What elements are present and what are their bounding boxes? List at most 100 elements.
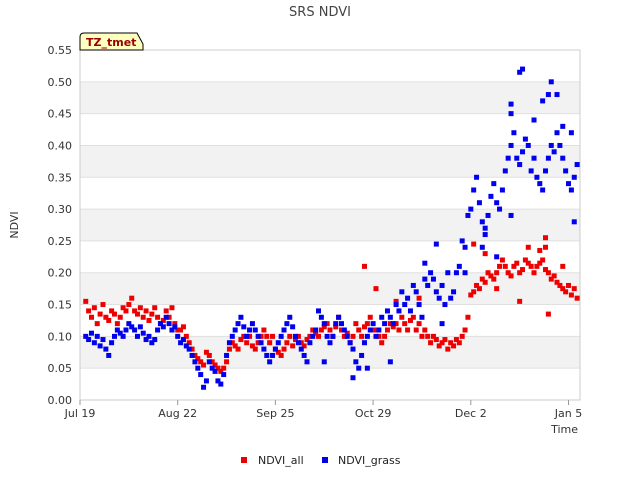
point-ndvi-all xyxy=(384,327,390,333)
point-ndvi-all xyxy=(255,340,261,346)
y-tick-label: 0.00 xyxy=(48,394,73,407)
y-tick-label: 0.30 xyxy=(48,203,73,216)
point-ndvi-grass xyxy=(140,330,146,336)
point-ndvi-all xyxy=(316,333,322,339)
point-ndvi-grass xyxy=(255,333,261,339)
point-ndvi-all xyxy=(134,311,140,317)
point-ndvi-all xyxy=(261,327,267,333)
point-ndvi-all xyxy=(376,333,382,339)
point-ndvi-grass xyxy=(407,308,413,314)
point-ndvi-all xyxy=(393,298,399,304)
point-ndvi-grass xyxy=(402,302,408,308)
point-ndvi-all xyxy=(494,286,500,292)
legend-swatch-ndvi-grass xyxy=(322,457,328,463)
point-ndvi-grass xyxy=(430,276,436,282)
point-ndvi-all xyxy=(100,302,106,308)
point-ndvi-all xyxy=(267,340,273,346)
point-ndvi-all xyxy=(132,308,138,314)
point-ndvi-grass xyxy=(157,321,163,327)
point-ndvi-grass xyxy=(557,142,563,148)
point-ndvi-grass xyxy=(155,327,161,333)
point-ndvi-grass xyxy=(568,130,574,136)
point-ndvi-all xyxy=(103,314,109,320)
point-ndvi-grass xyxy=(373,333,379,339)
point-ndvi-grass xyxy=(540,98,546,104)
point-ndvi-grass xyxy=(267,359,273,365)
legend: NDVI_all NDVI_grass xyxy=(241,454,401,467)
point-ndvi-grass xyxy=(301,352,307,358)
point-ndvi-all xyxy=(560,286,566,292)
point-ndvi-grass xyxy=(545,155,551,161)
station-badge: TZ_tmet xyxy=(79,32,144,51)
point-ndvi-grass xyxy=(203,378,209,384)
point-ndvi-all xyxy=(410,314,416,320)
point-ndvi-all xyxy=(451,343,457,349)
point-ndvi-all xyxy=(563,289,569,295)
point-ndvi-all xyxy=(258,333,264,339)
point-ndvi-all xyxy=(525,260,531,266)
point-ndvi-grass xyxy=(212,368,218,374)
point-ndvi-all xyxy=(212,362,218,368)
point-ndvi-grass xyxy=(390,321,396,327)
point-ndvi-grass xyxy=(517,69,523,75)
point-ndvi-all xyxy=(537,247,543,253)
point-ndvi-grass xyxy=(336,314,342,320)
point-ndvi-all xyxy=(247,333,253,339)
point-ndvi-all xyxy=(83,298,89,304)
point-ndvi-all xyxy=(180,324,186,330)
point-ndvi-all xyxy=(537,260,543,266)
point-ndvi-all xyxy=(94,321,100,327)
point-ndvi-grass xyxy=(149,340,155,346)
point-ndvi-all xyxy=(416,295,422,301)
point-ndvi-grass xyxy=(356,365,362,371)
legend-swatch-ndvi-all xyxy=(241,457,247,463)
chart-title: SRS NDVI xyxy=(289,5,351,20)
point-ndvi-all xyxy=(304,337,310,343)
point-ndvi-all xyxy=(287,333,293,339)
point-ndvi-all xyxy=(224,359,230,365)
point-ndvi-grass xyxy=(134,333,140,339)
point-ndvi-grass xyxy=(313,327,319,333)
point-ndvi-grass xyxy=(295,340,301,346)
point-ndvi-all xyxy=(422,327,428,333)
point-ndvi-all xyxy=(485,270,491,276)
point-ndvi-all xyxy=(416,321,422,327)
point-ndvi-all xyxy=(284,340,290,346)
point-ndvi-all xyxy=(407,317,413,323)
point-ndvi-all xyxy=(534,263,540,269)
point-ndvi-grass xyxy=(497,206,503,212)
point-ndvi-all xyxy=(413,327,419,333)
point-ndvi-all xyxy=(140,314,146,320)
point-ndvi-all xyxy=(548,276,554,282)
point-ndvi-all xyxy=(281,346,287,352)
point-ndvi-all xyxy=(175,327,181,333)
point-ndvi-all xyxy=(419,333,425,339)
point-ndvi-grass xyxy=(551,149,557,155)
point-ndvi-grass xyxy=(367,327,373,333)
y-tick-label: 0.25 xyxy=(48,235,73,248)
point-ndvi-grass xyxy=(522,136,528,142)
point-ndvi-all xyxy=(405,327,411,333)
point-ndvi-grass xyxy=(321,321,327,327)
point-ndvi-grass xyxy=(442,302,448,308)
y-tick-label: 0.40 xyxy=(48,139,73,152)
point-ndvi-all xyxy=(123,308,129,314)
point-ndvi-grass xyxy=(178,340,184,346)
point-ndvi-grass xyxy=(540,187,546,193)
point-ndvi-grass xyxy=(117,330,123,336)
point-ndvi-grass xyxy=(548,142,554,148)
point-ndvi-grass xyxy=(195,365,201,371)
point-ndvi-grass xyxy=(384,308,390,314)
point-ndvi-grass xyxy=(316,308,322,314)
point-ndvi-grass xyxy=(534,174,540,180)
point-ndvi-all xyxy=(525,244,531,250)
point-ndvi-all xyxy=(370,327,376,333)
point-ndvi-grass xyxy=(476,200,482,206)
point-ndvi-all xyxy=(264,333,270,339)
point-ndvi-grass xyxy=(103,346,109,352)
point-ndvi-grass xyxy=(382,321,388,327)
point-ndvi-grass xyxy=(198,372,204,378)
point-ndvi-grass xyxy=(330,333,336,339)
point-ndvi-all xyxy=(390,324,396,330)
point-ndvi-grass xyxy=(488,193,494,199)
